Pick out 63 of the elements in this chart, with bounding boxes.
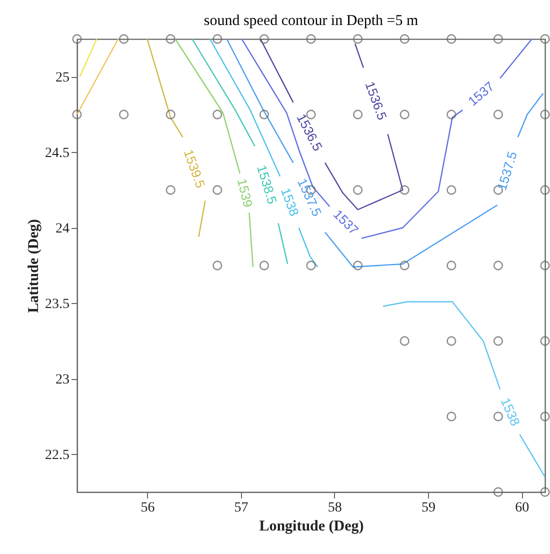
y-tick-label: 23 (56, 372, 70, 388)
x-tick-label: 60 (515, 500, 530, 516)
point (259, 34, 270, 44)
point (352, 110, 363, 120)
point (540, 110, 550, 120)
point (212, 185, 222, 195)
point (493, 260, 504, 270)
point (72, 110, 82, 120)
point (306, 260, 316, 270)
point (400, 185, 410, 195)
point (493, 110, 504, 120)
point (212, 260, 222, 270)
point (540, 487, 550, 497)
point (446, 336, 456, 346)
point (306, 34, 316, 44)
point (212, 110, 222, 120)
point (166, 34, 176, 44)
point (352, 34, 363, 44)
y-tick-label: 23.5 (45, 296, 70, 312)
point (446, 34, 456, 44)
x-tick-label: 59 (422, 500, 436, 516)
point (400, 336, 410, 346)
point (446, 412, 456, 422)
text: 1538.5 (254, 163, 280, 206)
x-tick-label: 58 (328, 500, 342, 516)
point (352, 185, 363, 195)
point (259, 260, 270, 270)
point (166, 110, 176, 120)
text: 1537.5 (494, 150, 520, 192)
point (118, 34, 129, 44)
point (540, 336, 550, 346)
point (493, 34, 504, 44)
text: 1539 (234, 177, 256, 209)
x-axis-title: Longitude (Deg) (259, 518, 364, 534)
text: 1536.5 (362, 79, 390, 122)
point (446, 185, 456, 195)
point (446, 260, 456, 270)
text: 1538 (498, 396, 523, 428)
point (118, 110, 129, 120)
point (540, 34, 550, 44)
point (166, 185, 176, 195)
point (493, 336, 504, 346)
point (72, 34, 82, 44)
point (352, 260, 363, 270)
point (212, 34, 222, 44)
text: 1539.5 (180, 147, 208, 190)
y-axis-title: Latitude (Deg) (26, 219, 42, 313)
y-tick-label: 22.5 (45, 448, 70, 463)
x-tick-label: 57 (234, 500, 248, 516)
y-tick-label: 24 (56, 221, 70, 236)
point (259, 110, 270, 120)
point (400, 34, 410, 44)
point (493, 487, 504, 497)
y-tick-label: 25 (56, 70, 70, 86)
point (400, 260, 410, 270)
x-tick-label: 56 (140, 500, 155, 516)
point (540, 260, 550, 270)
point (446, 110, 456, 120)
y-tick-label: 24.5 (45, 146, 70, 161)
chart-title: sound speed contour in Depth =5 m (204, 13, 418, 30)
point (400, 110, 410, 120)
point (540, 185, 550, 195)
point (540, 412, 550, 422)
